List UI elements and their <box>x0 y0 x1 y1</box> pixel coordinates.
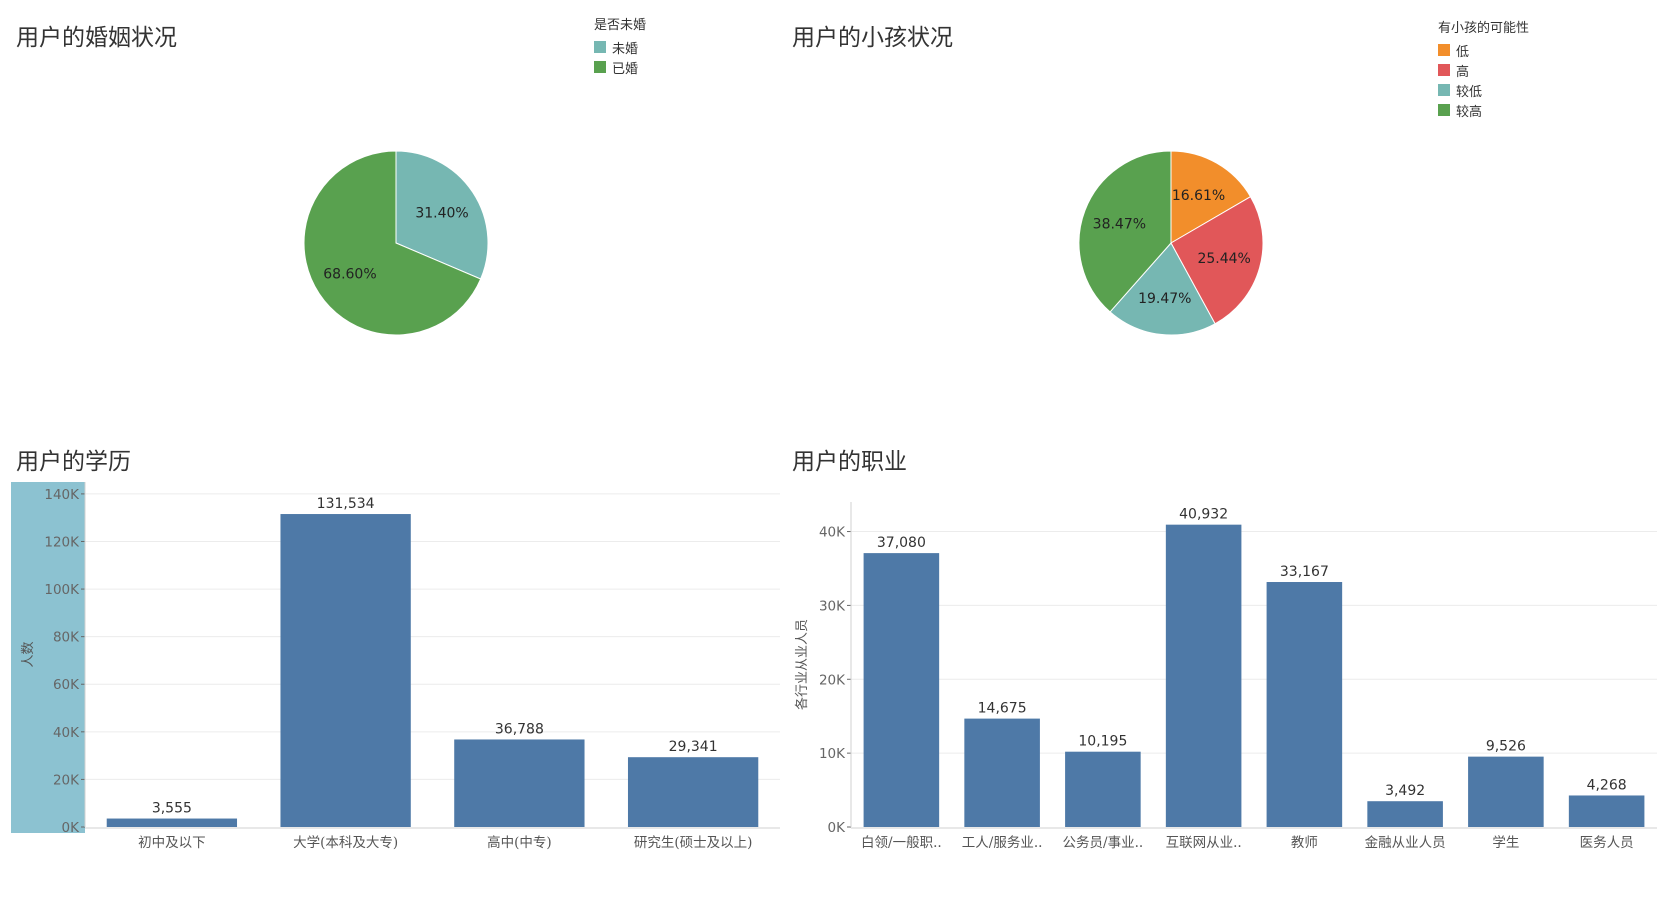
bar-value-label: 4,268 <box>1587 777 1627 793</box>
y-tick-label: 60K <box>53 677 80 693</box>
pie-slice[interactable] <box>1109 242 1216 336</box>
pie-value-label: 68.60% <box>323 266 376 282</box>
x-tick-label: 公务员/事业.. <box>1063 835 1144 851</box>
legend-swatch <box>1438 104 1450 116</box>
pie-slice[interactable] <box>303 150 482 336</box>
bar-value-label: 3,555 <box>152 801 192 817</box>
y-tick-label: 100K <box>44 582 80 598</box>
pie-slice[interactable] <box>1170 196 1264 325</box>
bar[interactable] <box>280 514 411 827</box>
legend-item-high[interactable]: 高 <box>1438 60 1529 80</box>
y-axis-highlight <box>11 482 85 833</box>
y-tick-label: 20K <box>819 672 846 688</box>
bar[interactable] <box>1568 795 1645 827</box>
occupation-panel: 用户的职业 0K 10K 20K 30K 40K 各行业从业人员 37,080 白领/一般职.… <box>776 420 1657 911</box>
bar-value-label: 9,526 <box>1486 739 1526 755</box>
pie-value-label: 19.47% <box>1138 291 1191 307</box>
bar-value-label: 131,534 <box>317 496 375 512</box>
bar-value-label: 10,195 <box>1078 734 1127 750</box>
bar-value-label: 29,341 <box>669 739 718 755</box>
x-tick-label: 互联网从业.. <box>1166 835 1242 851</box>
education-title: 用户的学历 <box>16 449 131 475</box>
marriage-legend-title: 是否未婚 <box>594 18 647 33</box>
x-tick-label: 医务人员 <box>1580 835 1634 851</box>
children-pie-chart: 16.61% 25.44% 19.47% 38.47% <box>1078 150 1264 336</box>
bar[interactable] <box>1367 801 1443 827</box>
pie-value-label: 25.44% <box>1197 251 1250 267</box>
occupation-title: 用户的职业 <box>792 449 907 475</box>
marriage-legend: 是否未婚 未婚 已婚 <box>594 14 646 77</box>
children-legend: 有小孩的可能性 低 高 较低 较高 <box>1438 17 1529 120</box>
marriage-title: 用户的婚姻状况 <box>16 25 177 51</box>
legend-item-higher[interactable]: 较高 <box>1438 100 1529 120</box>
bar-value-label: 33,167 <box>1280 564 1329 580</box>
bar[interactable] <box>1165 524 1242 827</box>
legend-swatch <box>1438 44 1450 56</box>
y-tick-label: 140K <box>44 487 80 503</box>
education-panel: 用户的学历 0K 20K 40K 60K 80K 100K 120K 140K 人数 3,555 初… <box>0 420 780 911</box>
pie-value-label: 16.61% <box>1172 188 1225 204</box>
bar-value-label: 40,932 <box>1179 507 1228 523</box>
legend-swatch <box>1438 84 1450 96</box>
y-tick-label: 80K <box>53 630 80 646</box>
children-panel: 用户的小孩状况 有小孩的可能性 低 高 较低 较高 16.61% 25.44% 19… <box>776 0 1657 420</box>
legend-swatch <box>594 41 606 53</box>
x-tick-label: 白领/一般职.. <box>861 835 942 851</box>
y-tick-label: 20K <box>53 772 80 788</box>
x-tick-label: 研究生(硕士及以上) <box>634 835 753 851</box>
bar[interactable] <box>627 757 759 827</box>
y-tick-label: 30K <box>819 598 846 614</box>
x-tick-label: 初中及以下 <box>138 834 206 851</box>
children-title: 用户的小孩状况 <box>792 25 953 51</box>
bar[interactable] <box>454 739 585 827</box>
y-tick-label: 40K <box>819 525 846 541</box>
y-axis-title: 人数 <box>21 641 36 667</box>
bar[interactable] <box>1266 582 1343 827</box>
bar-value-label: 3,492 <box>1385 783 1425 799</box>
x-tick-label: 工人/服务业.. <box>962 835 1043 851</box>
education-bar-chart: 0K 20K 40K 60K 80K 100K 120K 140K 人数 3,555 初中及以下 13… <box>11 482 780 851</box>
legend-label: 较低 <box>1456 84 1483 100</box>
legend-label: 高 <box>1456 64 1470 80</box>
occupation-bar-chart: 0K 10K 20K 30K 40K 各行业从业人员 37,080 白领/一般职.. 14,67… <box>794 502 1657 851</box>
marriage-pie-chart: 31.40% 68.60% <box>303 150 489 336</box>
legend-label: 较高 <box>1456 104 1483 120</box>
legend-swatch <box>594 61 606 73</box>
bar[interactable] <box>1065 751 1141 827</box>
pie-slice[interactable] <box>1078 150 1172 313</box>
legend-label: 已婚 <box>612 61 639 77</box>
legend-label: 未婚 <box>612 41 639 57</box>
bar-value-label: 37,080 <box>877 535 926 551</box>
x-tick-label: 金融从业人员 <box>1365 835 1446 851</box>
y-tick-label: 0K <box>62 820 81 836</box>
bar-value-label: 36,788 <box>495 721 544 737</box>
y-axis-title: 各行业从业人员 <box>794 619 810 710</box>
y-tick-label: 10K <box>819 746 846 762</box>
pie-slice[interactable] <box>1170 150 1252 244</box>
legend-item-unmarried[interactable]: 未婚 <box>594 37 646 57</box>
legend-label: 低 <box>1456 44 1470 60</box>
pie-slice[interactable] <box>395 150 489 280</box>
x-tick-label: 高中(中专) <box>487 834 552 851</box>
x-tick-label: 大学(本科及大专) <box>293 835 398 851</box>
bar[interactable] <box>863 553 940 827</box>
legend-item-low[interactable]: 低 <box>1438 40 1529 60</box>
legend-swatch <box>1438 64 1450 76</box>
legend-item-lower[interactable]: 较低 <box>1438 80 1529 100</box>
pie-value-label: 38.47% <box>1093 216 1146 232</box>
y-tick-label: 0K <box>828 820 847 836</box>
pie-value-label: 31.40% <box>415 206 468 222</box>
bar-value-label: 14,675 <box>978 701 1027 717</box>
bar[interactable] <box>1468 756 1544 827</box>
bar[interactable] <box>964 718 1040 827</box>
y-tick-label: 40K <box>53 725 80 741</box>
x-tick-label: 学生 <box>1492 835 1519 851</box>
x-tick-label: 教师 <box>1291 835 1318 851</box>
marriage-panel: 用户的婚姻状况 是否未婚 未婚 已婚 31.40% 68.60% <box>0 0 780 420</box>
bar[interactable] <box>106 818 238 827</box>
legend-item-married[interactable]: 已婚 <box>594 57 646 77</box>
children-legend-title: 有小孩的可能性 <box>1438 21 1530 36</box>
y-tick-label: 120K <box>44 534 80 550</box>
